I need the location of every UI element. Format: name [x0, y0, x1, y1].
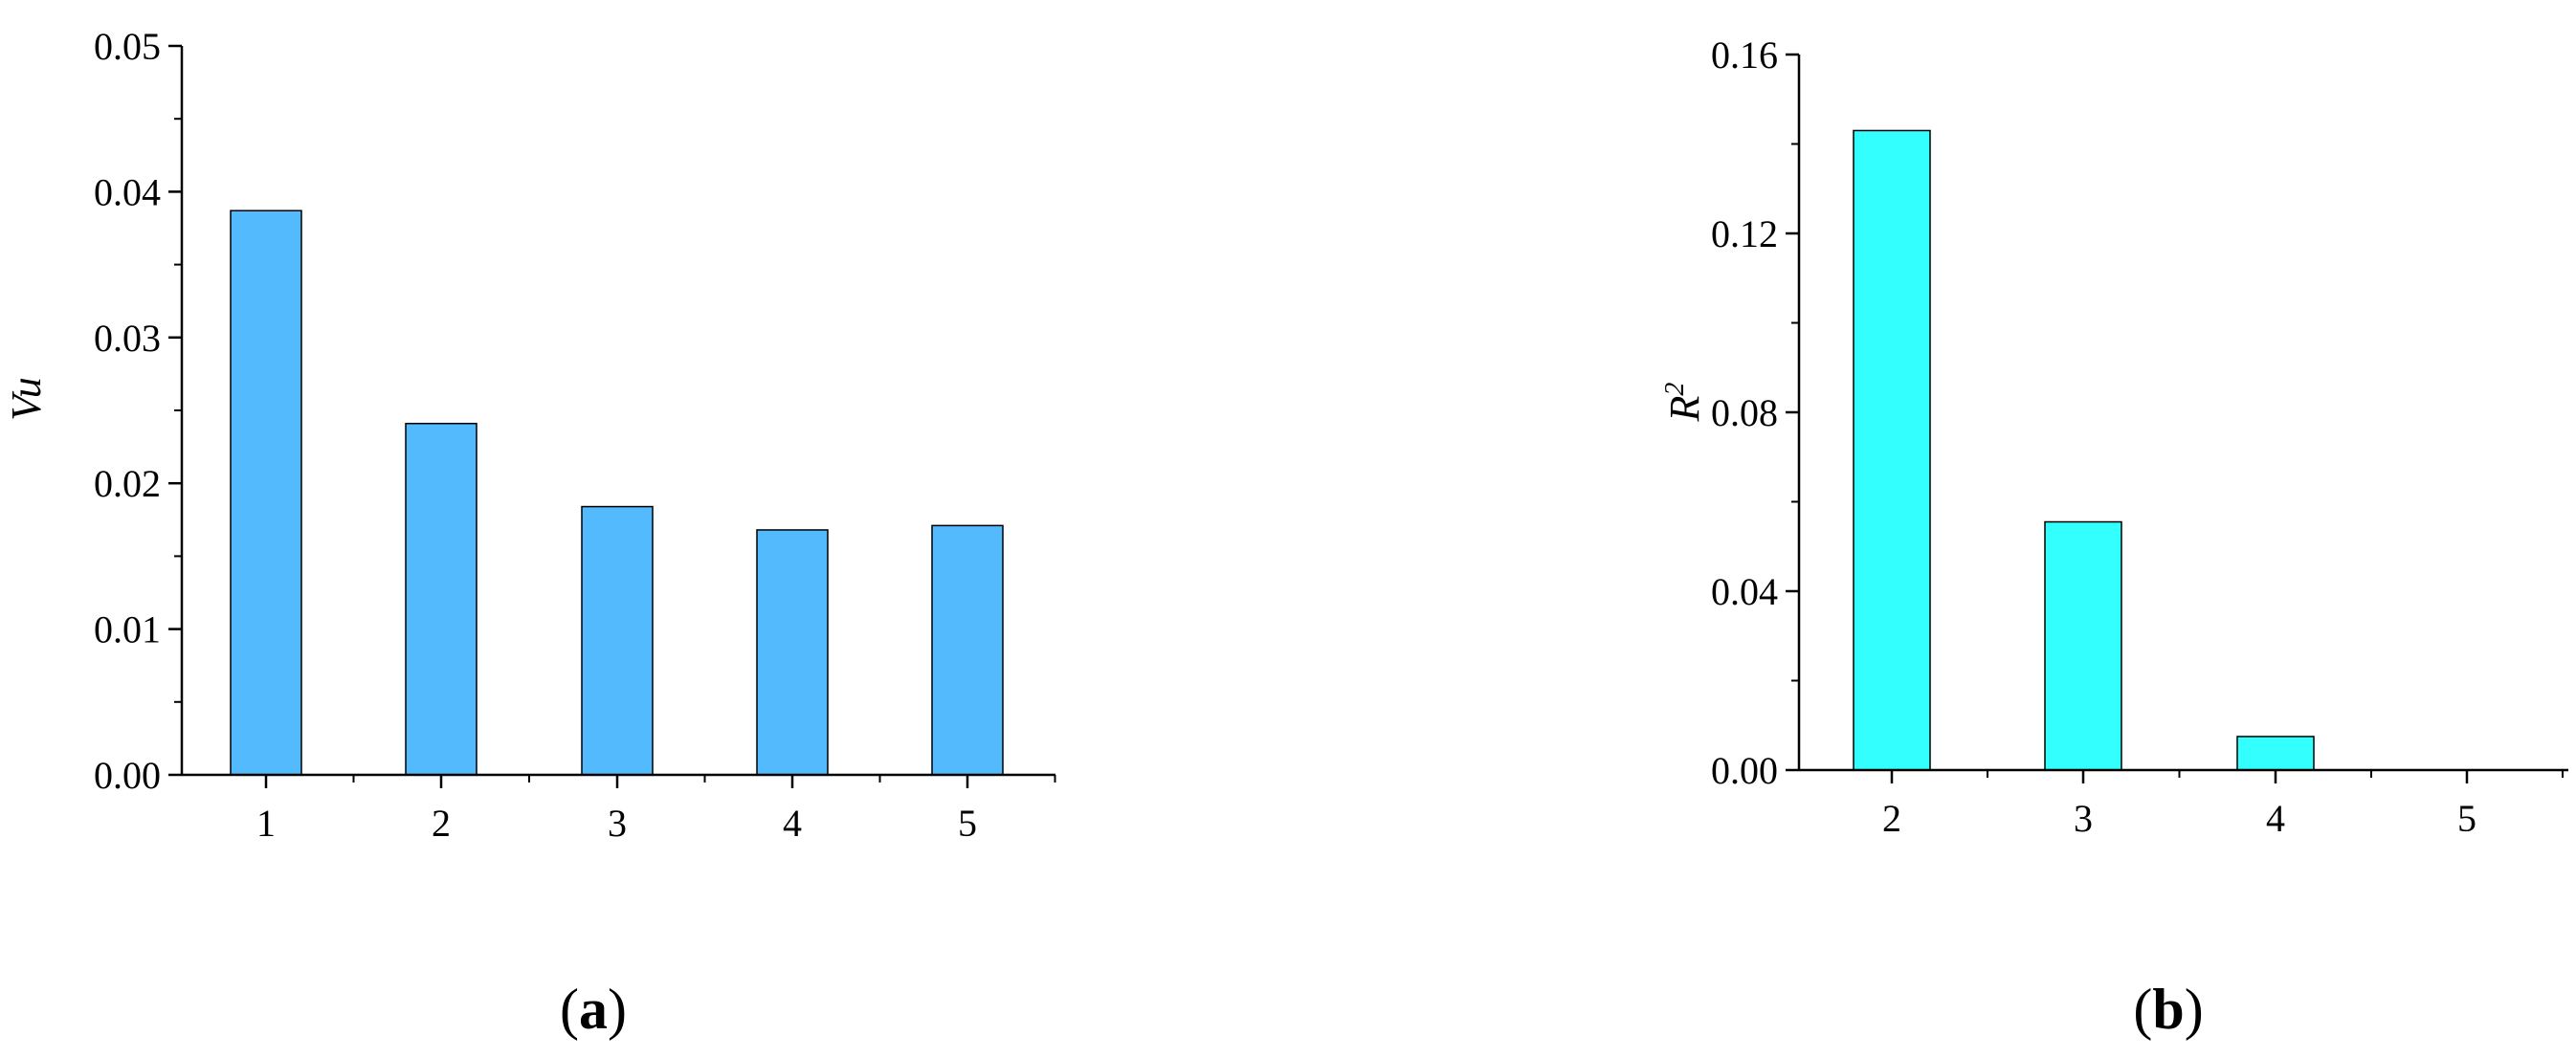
y-tick-label-a: 0.03 — [94, 317, 161, 360]
y-tick-label-b: 0.00 — [1711, 749, 1778, 792]
bar-a-5 — [931, 524, 1004, 776]
x-ticks-b: 2 3 4 5 — [1882, 770, 2564, 840]
y-tick-label-a: 0.02 — [94, 462, 161, 505]
x-tick-label-a: 1 — [256, 802, 276, 845]
bar-a-4 — [756, 529, 829, 776]
y-tick-label-a: 0.00 — [94, 754, 161, 797]
panel-label-a: (a) — [560, 978, 627, 1041]
bars-b — [1853, 129, 2315, 771]
y-tick-label-b: 0.08 — [1711, 391, 1778, 434]
y-axis-title-a: Vu — [3, 377, 50, 421]
y-tick-label-b: 0.12 — [1711, 212, 1778, 255]
y-tick-label-a: 0.04 — [94, 170, 161, 213]
y-tick-label-b: 0.04 — [1711, 570, 1778, 613]
panel-label-b: (b) — [2133, 978, 2203, 1041]
y-ticks-b: 0.00 0.04 0.08 0.12 0.16 — [1711, 33, 1799, 792]
bar-b-3 — [2044, 520, 2122, 771]
y-tick-label-a: 0.01 — [94, 608, 161, 651]
y-axis-title-b: R2 — [1660, 383, 1708, 423]
bar-a-2 — [405, 422, 477, 776]
x-ticks-a: 1 2 3 4 5 — [256, 775, 1056, 845]
x-tick-label-b: 2 — [1882, 797, 1901, 840]
y-tick-label-b: 0.16 — [1711, 33, 1778, 77]
bar-a-3 — [581, 505, 654, 776]
x-tick-label-b: 3 — [2074, 797, 2093, 840]
x-tick-label-a: 2 — [432, 802, 451, 845]
y-ticks-a: 0.00 0.01 0.02 0.03 0.04 0.05 — [94, 25, 182, 797]
x-tick-label-a: 3 — [608, 802, 627, 845]
bar-b-4 — [2236, 736, 2315, 771]
chart-panel-b: 0.00 0.04 0.08 0.12 0.16 2 3 4 5 R2 (b) — [1660, 33, 2568, 1041]
x-tick-label-b: 4 — [2266, 797, 2285, 840]
bar-b-2 — [1853, 129, 1931, 771]
x-tick-label-a: 4 — [783, 802, 802, 845]
y-tick-label-a: 0.05 — [94, 25, 161, 68]
bars-a — [230, 209, 1004, 776]
bar-a-1 — [230, 209, 302, 776]
x-tick-label-b: 5 — [2457, 797, 2476, 840]
chart-panel-a: 0.00 0.01 0.02 0.03 0.04 0.05 1 2 3 4 5 Vu (a) — [3, 25, 1056, 1041]
x-tick-label-a: 5 — [958, 802, 977, 845]
